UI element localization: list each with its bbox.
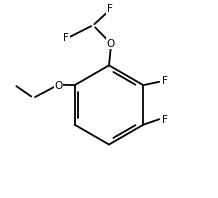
Text: F: F (63, 33, 69, 43)
Text: O: O (107, 39, 115, 49)
Text: F: F (162, 76, 168, 86)
Text: F: F (107, 4, 113, 14)
Text: F: F (162, 115, 168, 125)
Text: O: O (54, 81, 63, 90)
